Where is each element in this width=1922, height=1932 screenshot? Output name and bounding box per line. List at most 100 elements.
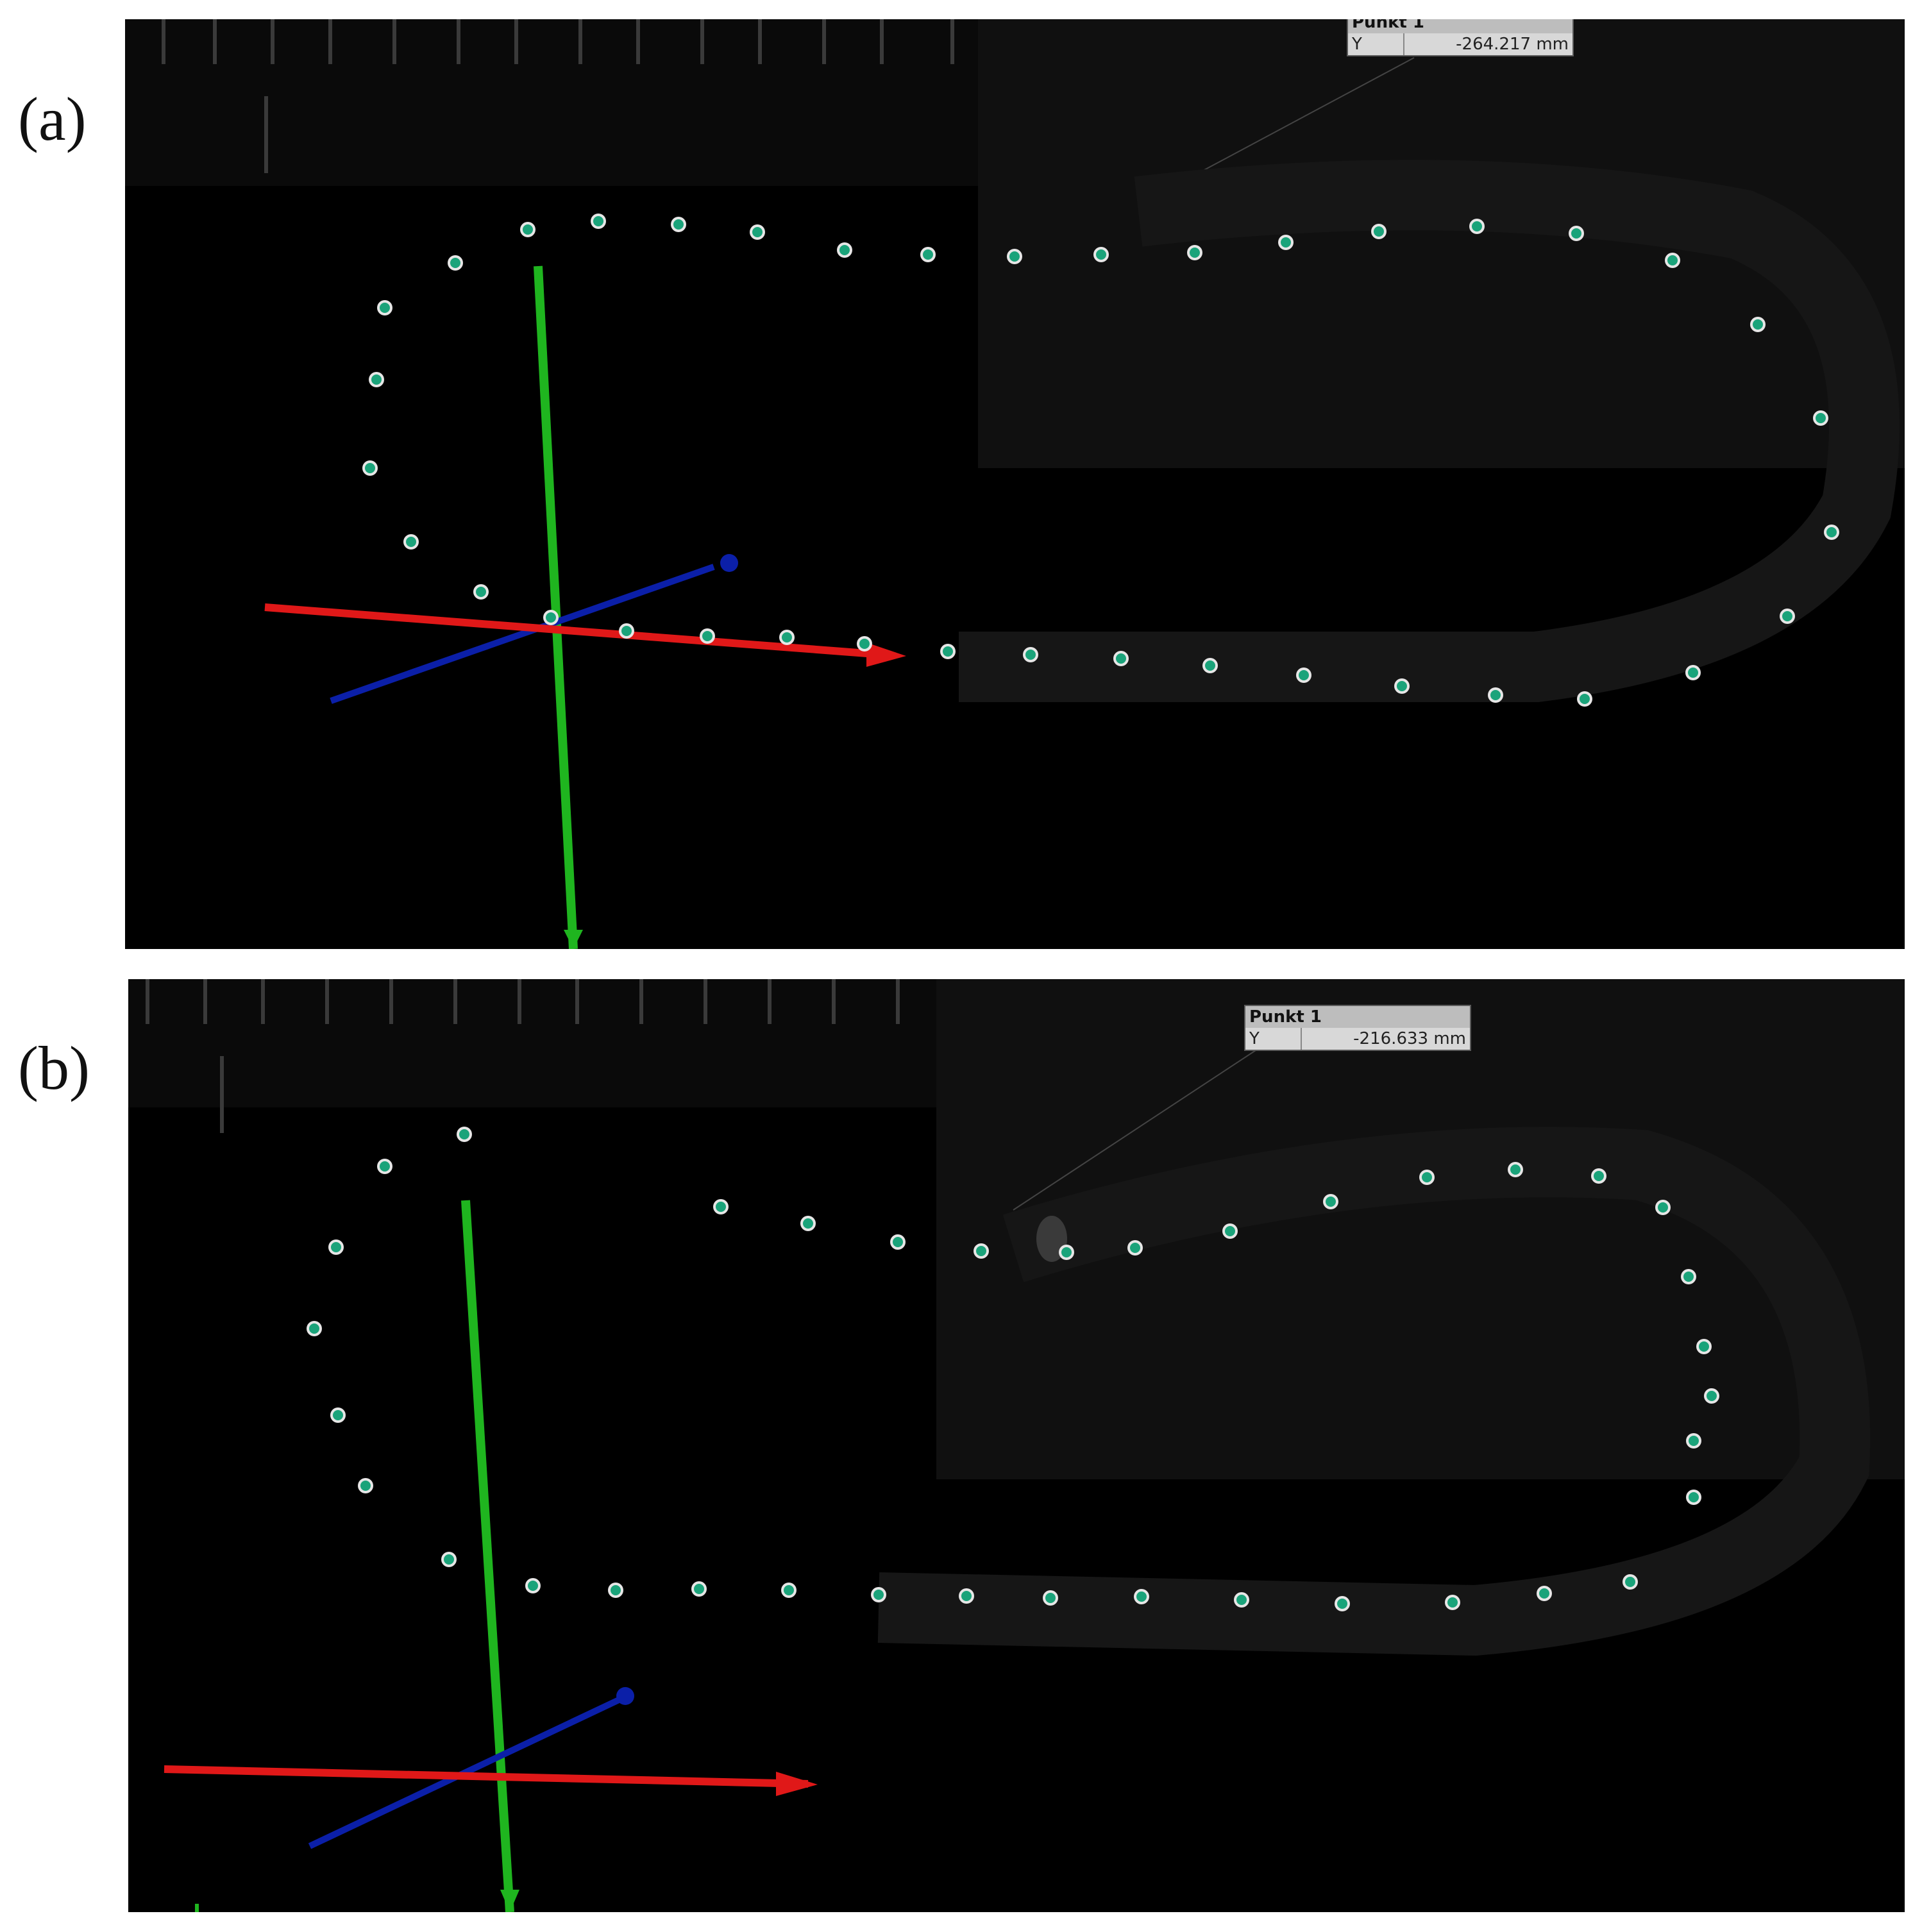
panel-b-label: (b)	[18, 1034, 90, 1102]
marker-point[interactable]	[1281, 237, 1291, 248]
marker-point[interactable]	[1116, 653, 1126, 664]
marker-point[interactable]	[1326, 1197, 1336, 1207]
marker-point[interactable]	[523, 224, 533, 235]
marker-point[interactable]	[546, 612, 556, 623]
measurement-value: -216.633 mm	[1353, 1029, 1466, 1048]
measurement-label-b[interactable]: Punkt 1 Y -216.633 mm	[1244, 1005, 1471, 1051]
marker-point[interactable]	[1683, 1272, 1694, 1282]
marker-point[interactable]	[1826, 527, 1837, 537]
marker-point[interactable]	[752, 227, 763, 237]
marker-point[interactable]	[1667, 255, 1678, 265]
marker-point[interactable]	[380, 1161, 390, 1172]
marker-point[interactable]	[593, 216, 603, 226]
measurement-row: Y -216.633 mm	[1245, 1028, 1470, 1050]
marker-point[interactable]	[873, 1590, 884, 1600]
measurement-axis: Y	[1348, 33, 1404, 55]
x-axis-line	[164, 1765, 809, 1788]
marker-point[interactable]	[450, 258, 460, 268]
marker-point[interactable]	[1490, 690, 1501, 700]
marker-point[interactable]	[694, 1584, 704, 1594]
marker-point[interactable]	[893, 1237, 903, 1247]
measurement-title: Punkt 1	[1245, 1006, 1470, 1028]
marker-point[interactable]	[528, 1581, 538, 1591]
marker-point[interactable]	[943, 646, 953, 657]
marker-point[interactable]	[1447, 1597, 1458, 1608]
marker-point[interactable]	[1190, 248, 1200, 258]
marker-point[interactable]	[1025, 650, 1036, 660]
marker-point[interactable]	[1510, 1164, 1521, 1175]
y-axis-arrowhead	[564, 930, 583, 949]
marker-point[interactable]	[333, 1410, 343, 1420]
viewport-panel-b[interactable]: Punkt 1 Y -216.633 mm	[128, 979, 1905, 1912]
x-axis-arrowhead	[776, 1772, 818, 1796]
marker-point[interactable]	[1625, 1577, 1635, 1587]
marker-group-a	[362, 214, 1839, 707]
marker-point[interactable]	[716, 1202, 726, 1212]
marker-point[interactable]	[1707, 1391, 1717, 1401]
marker-point[interactable]	[380, 303, 390, 313]
marker-point[interactable]	[923, 249, 933, 260]
background-rack	[125, 19, 978, 186]
marker-point[interactable]	[859, 639, 870, 649]
marker-point[interactable]	[1225, 1226, 1235, 1236]
marker-point[interactable]	[1130, 1243, 1140, 1253]
marker-point[interactable]	[784, 1585, 794, 1595]
marker-point[interactable]	[1753, 319, 1763, 330]
chain-silhouette	[877, 1127, 1871, 1656]
marker-point[interactable]	[1816, 413, 1826, 423]
marker-point[interactable]	[1136, 1592, 1147, 1602]
measurement-value: -264.217 mm	[1456, 35, 1569, 54]
marker-point[interactable]	[1397, 681, 1407, 691]
marker-point[interactable]	[1658, 1202, 1668, 1213]
background-rack	[128, 979, 936, 1107]
marker-point[interactable]	[1689, 1436, 1699, 1446]
marker-point[interactable]	[1337, 1599, 1347, 1609]
marker-point[interactable]	[1205, 660, 1215, 671]
marker-point[interactable]	[673, 219, 684, 230]
marker-point[interactable]	[1472, 221, 1482, 231]
marker-point[interactable]	[1699, 1341, 1709, 1352]
marker-point[interactable]	[444, 1554, 454, 1565]
measurement-label-a[interactable]: Punkt 1 Y -264.217 mm	[1347, 19, 1574, 56]
marker-point[interactable]	[371, 374, 382, 385]
marker-point[interactable]	[611, 1585, 621, 1595]
marker-point[interactable]	[782, 632, 792, 643]
marker-point[interactable]	[1594, 1171, 1604, 1181]
marker-point[interactable]	[702, 631, 712, 641]
marker-point[interactable]	[803, 1218, 813, 1229]
marker-point[interactable]	[1571, 228, 1581, 239]
marker-point[interactable]	[1236, 1595, 1247, 1605]
marker-point[interactable]	[1689, 1492, 1699, 1502]
y-axis-arrowhead	[500, 1890, 519, 1912]
marker-point[interactable]	[1688, 668, 1698, 678]
measurement-title: Punkt 1	[1348, 19, 1572, 33]
marker-point[interactable]	[1299, 670, 1309, 680]
chain-silhouette	[959, 160, 1900, 702]
marker-point[interactable]	[1045, 1593, 1056, 1603]
marker-point[interactable]	[476, 587, 486, 597]
marker-point[interactable]	[1422, 1172, 1432, 1182]
marker-point[interactable]	[406, 537, 416, 547]
rack-bars	[162, 19, 954, 173]
marker-point[interactable]	[976, 1246, 986, 1256]
marker-point[interactable]	[360, 1481, 371, 1491]
viewport-panel-a[interactable]: Punkt 1 Y -264.217 mm	[125, 19, 1905, 949]
marker-point[interactable]	[459, 1129, 469, 1139]
marker-point[interactable]	[1061, 1247, 1072, 1257]
marker-point[interactable]	[621, 626, 632, 636]
y-axis-line	[461, 1200, 514, 1912]
marker-point[interactable]	[331, 1242, 341, 1252]
marker-point[interactable]	[309, 1323, 319, 1334]
marker-point[interactable]	[1009, 251, 1020, 262]
marker-point[interactable]	[839, 245, 850, 255]
marker-point[interactable]	[1374, 226, 1384, 237]
marker-point[interactable]	[1539, 1588, 1549, 1599]
marker-point[interactable]	[961, 1591, 972, 1601]
marker-point[interactable]	[1580, 694, 1590, 704]
marker-point[interactable]	[1782, 611, 1792, 621]
scene-b	[128, 979, 1905, 1912]
marker-group-b	[307, 1127, 1719, 1611]
y-axis-line	[534, 265, 578, 949]
marker-point[interactable]	[1096, 249, 1106, 260]
marker-point[interactable]	[365, 463, 375, 473]
